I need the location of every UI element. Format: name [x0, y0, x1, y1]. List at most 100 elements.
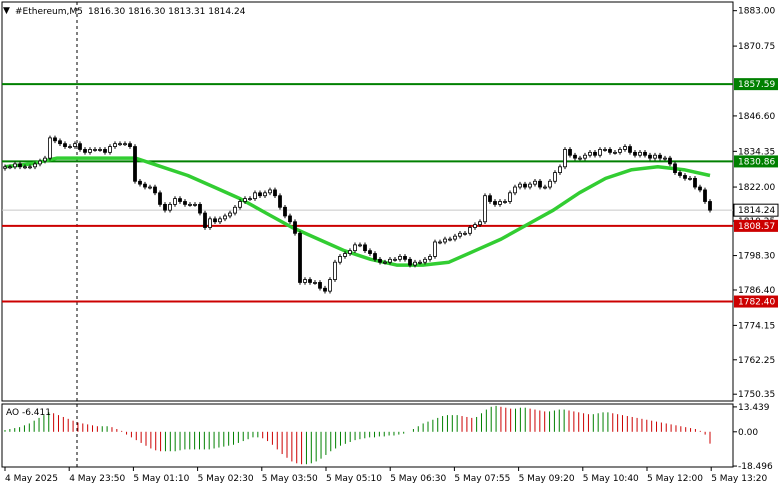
- ao-panel-frame: [1, 403, 734, 468]
- candle-body: [173, 198, 177, 205]
- axes: 1883.001870.751846.601834.351822.001810.…: [4, 7, 779, 484]
- candle-body: [223, 215, 227, 220]
- candle-body: [38, 160, 42, 165]
- candle-body: [613, 151, 617, 154]
- level-label-box: [734, 219, 778, 232]
- candle-body: [33, 163, 37, 168]
- candle-body: [418, 261, 422, 264]
- candle-body: [353, 244, 357, 252]
- ao-tick-label: 0.00: [738, 428, 758, 438]
- time-tick-label: 5 May 06:30: [390, 474, 446, 484]
- candle-body: [413, 261, 417, 266]
- candle-body: [233, 206, 237, 214]
- price-tick-label: 1846.60: [738, 112, 775, 122]
- candle-body: [23, 166, 27, 169]
- time-tick-label: 5 May 01:10: [133, 474, 189, 484]
- candle-body: [503, 201, 507, 203]
- time-tick-label: 4 May 2025: [5, 474, 58, 484]
- candle-body: [373, 253, 377, 260]
- candle-body: [388, 258, 392, 263]
- candle-body: [563, 149, 567, 168]
- candle-body: [628, 146, 632, 153]
- candle-body: [88, 149, 92, 153]
- candle-body: [408, 258, 412, 266]
- candle-body: [468, 227, 472, 234]
- candle-body: [643, 151, 647, 156]
- candle-body: [428, 256, 432, 260]
- candle-body: [493, 201, 497, 205]
- candle-body: [633, 151, 637, 156]
- candle-body: [533, 180, 537, 185]
- candle-body: [288, 215, 292, 223]
- price-tick-label: 1822.00: [738, 183, 775, 193]
- candle-body: [553, 172, 557, 182]
- candle-body: [153, 186, 157, 194]
- candle-body: [593, 151, 597, 156]
- time-tick-label: 5 May 03:50: [262, 474, 318, 484]
- time-tick-label: 5 May 09:20: [519, 474, 575, 484]
- candle-body: [478, 221, 482, 226]
- candle-body: [648, 154, 652, 159]
- candle-body: [658, 154, 662, 159]
- candle-body: [548, 180, 552, 188]
- time-tick-label: 5 May 10:40: [583, 474, 639, 484]
- time-tick-label: 5 May 07:55: [454, 474, 510, 484]
- candle-body: [343, 253, 347, 257]
- candle-body: [318, 282, 322, 289]
- candle-body: [688, 177, 692, 180]
- level-label: 1782.40: [738, 298, 775, 308]
- candle-body: [133, 146, 137, 182]
- candle-body: [248, 198, 252, 201]
- level-lines: [2, 83, 733, 303]
- candle-body: [178, 198, 182, 202]
- price-tick-label: 1870.75: [738, 42, 775, 52]
- candle-body: [323, 287, 327, 292]
- candle-body: [473, 224, 477, 228]
- candle-body: [303, 279, 307, 283]
- candle-body: [573, 154, 577, 159]
- candle-body: [488, 195, 492, 202]
- candle-body: [278, 195, 282, 208]
- candle-body: [578, 157, 582, 160]
- header-symbol: #Ethereum,M5: [15, 7, 83, 17]
- candle-body: [113, 143, 117, 147]
- time-tick-label: 5 May 02:30: [198, 474, 254, 484]
- candle-body: [403, 256, 407, 260]
- candle-body: [543, 186, 547, 189]
- candle-body: [123, 143, 127, 146]
- candle-body: [568, 149, 572, 156]
- candle-body: [638, 151, 642, 156]
- time-tick-label: 5 May 13:20: [711, 474, 767, 484]
- candle-body: [623, 146, 627, 150]
- main-panel-frame: [1, 1, 734, 402]
- candle-body: [63, 143, 67, 147]
- candle-body: [188, 203, 192, 206]
- candle-body: [283, 206, 287, 217]
- candle-body: [538, 180, 542, 188]
- candle-body: [383, 261, 387, 264]
- candle-body: [13, 163, 17, 168]
- candle-body: [698, 186, 702, 191]
- header-ohlc: 1816.30 1816.30 1813.31 1814.24: [88, 7, 246, 17]
- candle-body: [608, 149, 612, 153]
- level-label: 1857.59: [738, 80, 775, 90]
- candle-body: [448, 238, 452, 241]
- candle-body: [668, 157, 672, 165]
- level-label: 1830.86: [738, 157, 775, 167]
- candle-body: [158, 192, 162, 205]
- candle-body: [268, 189, 272, 194]
- candle-body: [453, 235, 457, 240]
- candle-body: [53, 137, 57, 142]
- candle-body: [93, 149, 97, 151]
- candle-body: [8, 166, 12, 169]
- time-tick-label: 5 May 05:10: [326, 474, 382, 484]
- time-tick-label: 5 May 12:00: [647, 474, 703, 484]
- candle-body: [423, 258, 427, 263]
- candle-body: [483, 195, 487, 223]
- candle-body: [708, 201, 712, 211]
- candle-body: [218, 218, 222, 223]
- ao-tick-label: 13.439: [738, 403, 770, 413]
- candle-body: [83, 149, 87, 153]
- chart-grid: [2, 2, 733, 467]
- moving-average: [4, 156, 711, 267]
